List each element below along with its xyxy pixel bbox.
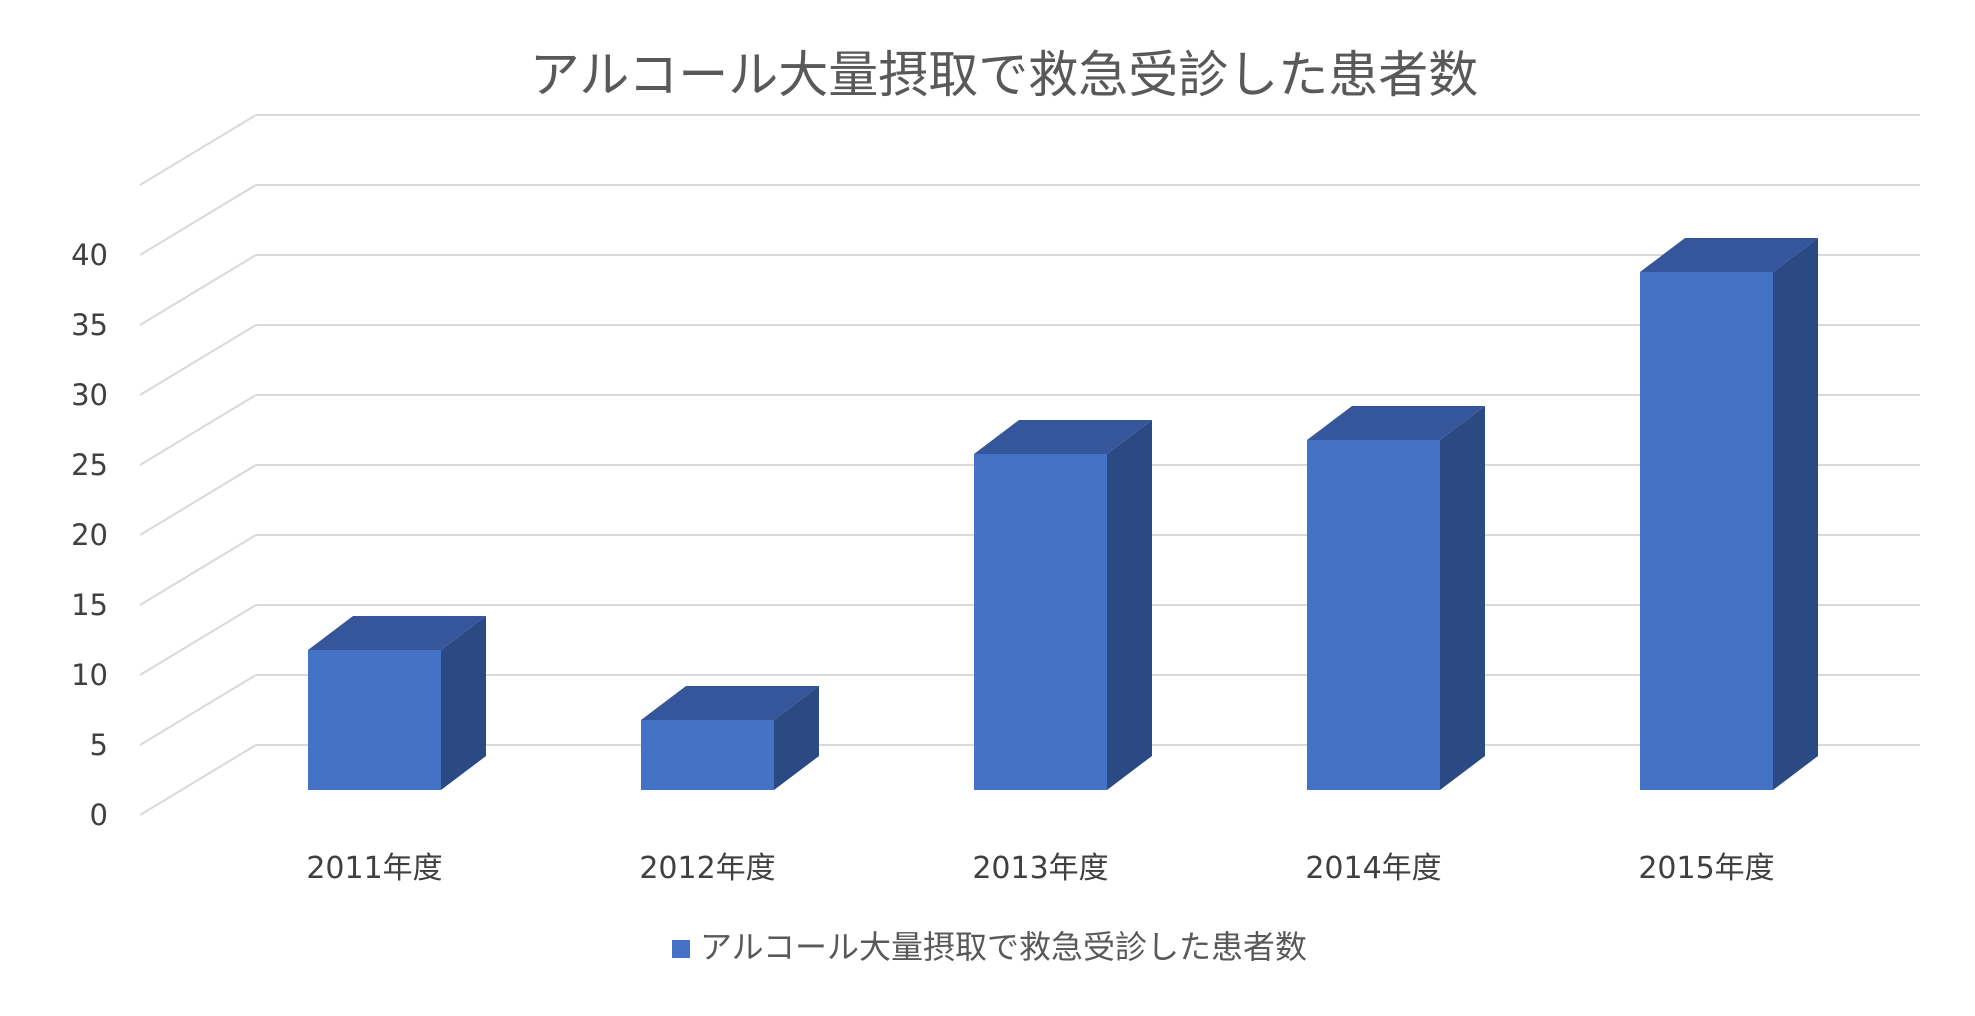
chart-title: アルコール大量摂取で救急受診した患者数 [530,46,1479,104]
x-category-label: 2015年度 [1638,851,1774,886]
bar-top [1640,238,1818,272]
gridline-diagonal [139,394,257,466]
x-category-label: 2014年度 [1305,851,1441,886]
bar [974,420,1152,790]
gridline-diagonal [139,114,257,186]
bar-front [1640,272,1773,790]
gridline-diagonal [139,254,257,326]
gridline-diagonal [139,184,257,256]
bar-top [308,616,486,650]
y-tick-label: 35 [71,308,108,342]
y-tick-label: 0 [90,798,108,832]
gridline-diagonal [139,744,257,816]
bar-side [441,616,486,790]
gridline-diagonal [139,674,257,746]
gridline-diagonal [139,534,257,606]
bar-side [1440,406,1485,790]
y-tick-label: 5 [90,728,108,762]
bar-front [641,720,774,790]
bar-top [1307,406,1485,440]
x-category-label: 2011年度 [306,851,442,886]
y-tick-label: 25 [71,448,108,482]
x-category-label: 2012年度 [639,851,775,886]
bar [1307,406,1485,790]
y-tick-label: 20 [71,518,108,552]
legend-swatch [672,940,690,958]
bar-front [974,454,1107,790]
x-category-label: 2013年度 [972,851,1108,886]
bar-side [1773,238,1818,790]
bar [641,686,819,790]
y-tick-label: 30 [71,378,108,412]
legend-label: アルコール大量摂取で救急受診した患者数 [700,928,1307,966]
label-layer: 0 5 10 15 20 25 30 35 40 2011年度 2012年度 2013年度 2014年度… [71,238,1775,886]
bar-side [1107,420,1152,790]
bar-top [641,686,819,720]
gridline-diagonal [139,324,257,396]
bar-layer [308,238,1818,790]
bar-top [974,420,1152,454]
gridline-diagonal [139,464,257,536]
legend: アルコール大量摂取で救急受診した患者数 [672,928,1307,966]
gridline-diagonal [139,604,257,676]
y-tick-label: 10 [71,658,108,692]
bar-front [308,650,441,790]
y-tick-label: 15 [71,588,108,622]
bar-side [774,686,819,790]
bar [308,616,486,790]
y-tick-label: 40 [71,238,108,272]
bar [1640,238,1818,790]
bar-front [1307,440,1440,790]
